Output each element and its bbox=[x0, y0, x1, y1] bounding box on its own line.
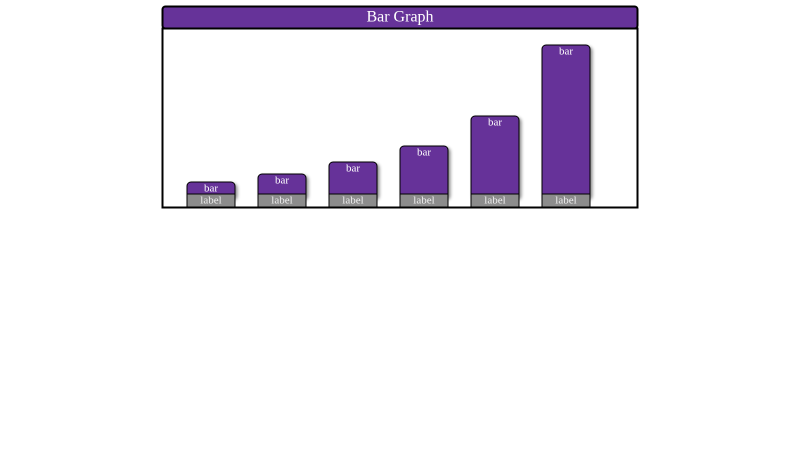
bar-text: bar bbox=[559, 46, 573, 58]
bar-label-box bbox=[186, 193, 236, 208]
bar-label-box bbox=[399, 193, 449, 208]
title-bar bbox=[161, 5, 639, 30]
bar bbox=[541, 44, 591, 199]
x-tick-label: label bbox=[413, 195, 434, 207]
bar-text: bar bbox=[417, 147, 431, 159]
bar-text: bar bbox=[488, 117, 502, 129]
x-tick-label: label bbox=[271, 195, 292, 207]
bar-text: bar bbox=[275, 175, 289, 187]
bar-text: bar bbox=[346, 163, 360, 175]
bar-label-box bbox=[470, 193, 520, 208]
bars: barlabelbarlabelbarlabelbarlabelbarlabel… bbox=[186, 44, 591, 208]
chart-title: Bar Graph bbox=[366, 9, 433, 26]
bar-label-box bbox=[328, 193, 378, 208]
x-tick-label: label bbox=[484, 195, 505, 207]
x-tick-label: label bbox=[200, 195, 221, 207]
x-tick-label: label bbox=[555, 195, 576, 207]
x-tick-label: label bbox=[342, 195, 363, 207]
bar-label-box bbox=[541, 193, 591, 208]
bar-label-box bbox=[257, 193, 307, 208]
bar-text: bar bbox=[204, 183, 218, 195]
